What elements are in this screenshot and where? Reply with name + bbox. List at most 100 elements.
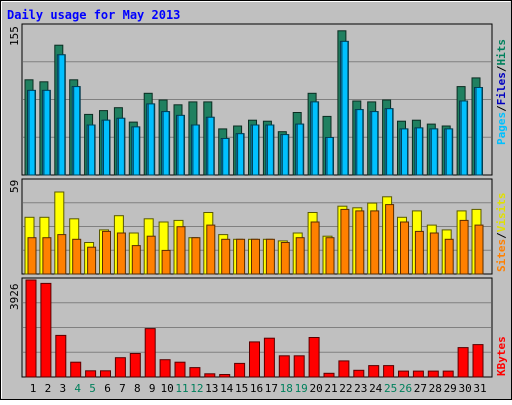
bar-kbytes-kbytes-day-5: [85, 370, 97, 378]
bar-hits-pages-day-7: [117, 117, 125, 176]
bar-hits-pages-day-6: [103, 119, 110, 176]
bar-visits-sites-day-25: [385, 204, 395, 275]
x-tick-label: 16: [250, 382, 263, 395]
bar-kbytes-kbytes-day-22: [338, 360, 350, 378]
legend-hits-label: Hits: [495, 39, 508, 66]
bar-hits-pages-day-29: [445, 128, 453, 176]
bar-kbytes-kbytes-day-27: [412, 370, 424, 378]
x-tick-label: 6: [104, 382, 111, 395]
bar-kbytes-kbytes-day-21: [323, 372, 335, 378]
x-tick-label: 25: [384, 382, 397, 395]
bar-hits-pages-day-26: [401, 128, 408, 176]
bar-visits-sites-day-1: [27, 237, 37, 275]
bar-kbytes-kbytes-day-18: [278, 355, 290, 378]
bar-kbytes-kbytes-day-3: [55, 334, 67, 378]
bar-visits-sites-day-9: [146, 235, 156, 275]
x-tick-label: 22: [339, 382, 352, 395]
bar-visits-sites-day-31: [474, 224, 484, 275]
bar-hits-pages-day-2: [43, 89, 51, 176]
x-tick-label: 28: [429, 382, 442, 395]
bar-visits-sites-day-19: [295, 237, 305, 275]
x-tick-label: 29: [444, 382, 457, 395]
bar-hits-pages-day-25: [386, 108, 394, 176]
bar-hits-pages-day-30: [460, 100, 468, 176]
x-tick-label: 10: [160, 382, 173, 395]
x-tick-label: 15: [235, 382, 248, 395]
bar-visits-sites-day-8: [131, 245, 141, 275]
chart-title: Daily usage for May 2013: [7, 8, 180, 22]
bar-visits-sites-day-2: [42, 237, 52, 275]
bar-hits-pages-day-15: [237, 133, 245, 176]
bar-kbytes-kbytes-day-26: [398, 370, 409, 378]
y-max-label-kbytes: 3926: [8, 284, 21, 311]
x-tick-label: 3: [59, 382, 66, 395]
bar-hits-pages-day-22: [341, 40, 349, 176]
x-tick-label: 24: [369, 382, 383, 395]
bar-visits-sites-day-10: [161, 249, 171, 275]
legend-kbytes: KBytes: [495, 336, 508, 376]
bar-hits-pages-day-10: [162, 111, 170, 176]
x-tick-label: 5: [89, 382, 96, 395]
bar-visits-sites-day-5: [87, 246, 97, 275]
bar-kbytes-kbytes-day-31: [472, 344, 484, 378]
bar-visits-sites-day-18: [280, 242, 290, 275]
bar-kbytes-kbytes-day-14: [219, 374, 231, 378]
bar-kbytes-kbytes-day-1: [25, 279, 37, 378]
bar-visits-sites-day-16: [251, 238, 260, 275]
x-tick-label: 14: [220, 382, 234, 395]
legend-visits: Sites/Visits: [495, 193, 508, 273]
y-max-label-hits: 155: [8, 26, 21, 46]
bar-visits-sites-day-12: [191, 237, 201, 275]
bar-visits-sites-day-24: [370, 210, 380, 275]
bar-visits-sites-day-6: [102, 230, 111, 275]
bar-hits-pages-day-8: [132, 126, 140, 176]
legend-visits-label: Visits: [495, 193, 508, 233]
bar-visits-sites-day-3: [57, 234, 67, 275]
x-tick-label: 31: [473, 382, 486, 395]
bar-hits-pages-day-11: [177, 114, 185, 176]
bar-hits-pages-day-17: [266, 124, 274, 176]
bar-kbytes-kbytes-day-9: [144, 328, 156, 378]
x-tick-label: 11: [175, 382, 188, 395]
x-tick-label: 17: [265, 382, 278, 395]
bar-hits-pages-day-9: [147, 103, 155, 176]
x-tick-label: 1: [30, 382, 37, 395]
bar-visits-sites-day-20: [310, 221, 320, 275]
bar-hits-pages-day-28: [430, 128, 438, 176]
bar-kbytes-kbytes-day-28: [427, 370, 439, 378]
x-tick-label: 30: [458, 382, 471, 395]
bar-hits-pages-day-23: [356, 109, 364, 176]
x-tick-label: 9: [149, 382, 156, 395]
x-tick-label: 20: [309, 382, 322, 395]
x-tick-label: 13: [205, 382, 218, 395]
bar-kbytes-kbytes-day-13: [204, 373, 216, 378]
x-tick-label: 23: [354, 382, 367, 395]
legend-separator: /: [495, 105, 508, 112]
bar-hits-pages-day-4: [73, 86, 81, 176]
x-axis-labels: 1 2 3 4 5 6 7 8 9 10 11 12 13 14 15 16 17 18 19 20 21 22 23 24 2…: [30, 382, 487, 395]
bar-kbytes-kbytes-day-19: [293, 355, 305, 378]
x-tick-label: 18: [280, 382, 293, 395]
bar-hits-pages-day-31: [475, 87, 483, 176]
bar-hits-pages-day-1: [28, 89, 36, 176]
bar-kbytes-kbytes-day-4: [70, 361, 82, 378]
bar-visits-sites-day-28: [429, 232, 439, 275]
bar-hits-pages-day-14: [222, 138, 230, 176]
bar-kbytes-kbytes-day-17: [263, 337, 275, 378]
bar-visits-sites-day-7: [116, 232, 126, 275]
x-tick-label: 21: [324, 382, 337, 395]
legend-files: Files: [495, 72, 508, 105]
bar-kbytes-kbytes-day-12: [189, 367, 201, 378]
legend-separator: /: [495, 232, 508, 239]
x-tick-label: 26: [399, 382, 412, 395]
y-max-label-visits: 59: [8, 180, 21, 193]
bar-hits-pages-day-20: [311, 101, 319, 176]
bar-kbytes-kbytes-day-10: [159, 359, 171, 378]
bar-kbytes-kbytes-day-20: [308, 337, 320, 378]
bar-hits-pages-day-13: [207, 116, 215, 176]
bar-kbytes-kbytes-day-11: [174, 361, 186, 378]
bar-kbytes-kbytes-day-23: [353, 369, 365, 378]
bar-visits-sites-day-4: [72, 238, 82, 275]
